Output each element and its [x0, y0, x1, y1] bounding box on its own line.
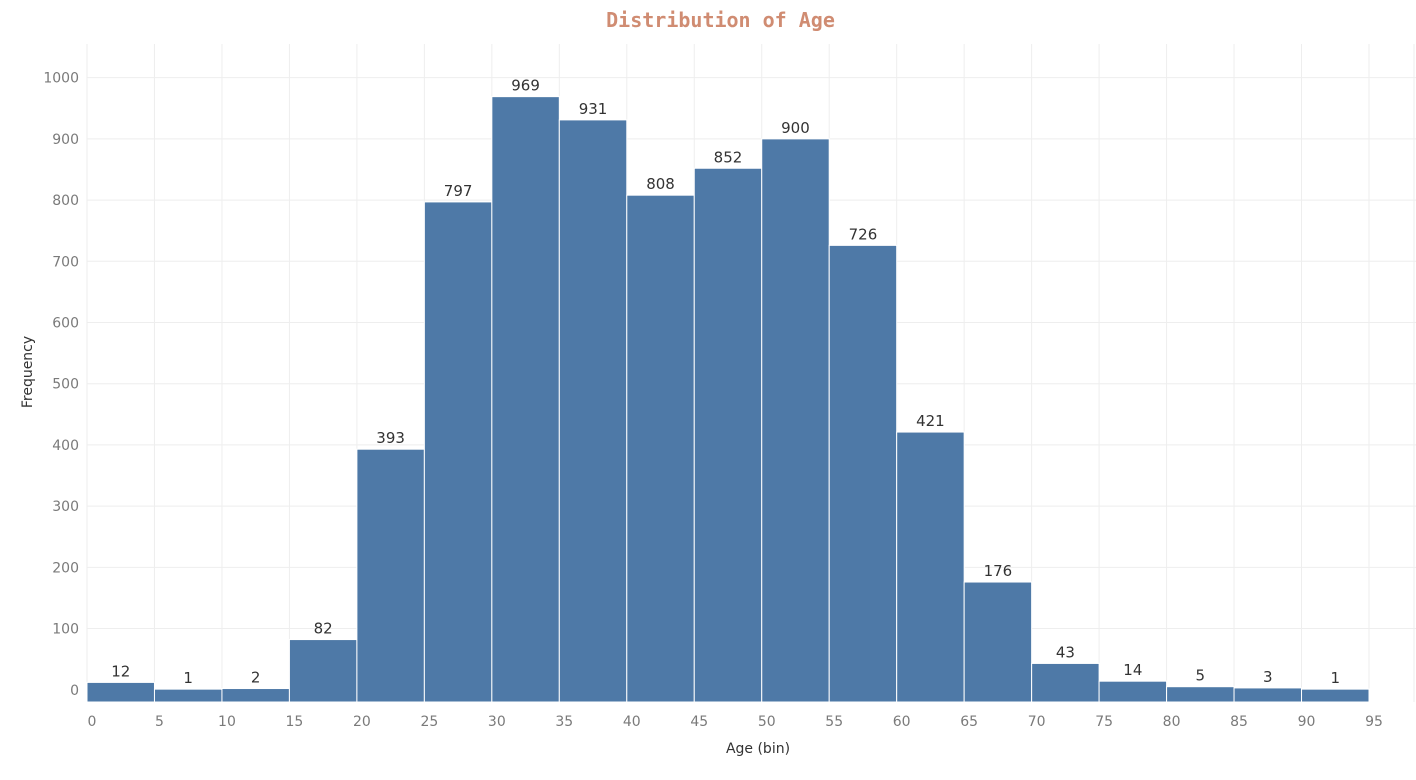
histogram-bar [86, 681, 155, 703]
histogram-bar [1166, 686, 1235, 703]
bar-value-label: 12 [111, 662, 130, 680]
bar-value-label: 2 [251, 669, 261, 687]
bar-value-label: 14 [1123, 661, 1142, 679]
x-tick-label: 95 [1365, 714, 1383, 730]
bars-layer [86, 96, 1370, 703]
bar-value-label: 797 [444, 182, 473, 200]
bar-value-label: 3 [1263, 668, 1273, 686]
bar-value-label: 1 [183, 669, 193, 687]
y-tick-label: 500 [52, 377, 79, 393]
y-tick-label: 1000 [43, 71, 79, 87]
x-tick-label: 85 [1230, 714, 1248, 730]
histogram-bar [1301, 688, 1370, 703]
x-tick-label: 50 [758, 714, 776, 730]
x-tick-label: 80 [1163, 714, 1181, 730]
histogram-bar [491, 96, 560, 703]
histogram-bar [626, 194, 695, 703]
x-tick-label: 40 [623, 714, 641, 730]
x-tick-label: 35 [555, 714, 573, 730]
y-axis-title: Frequency [20, 336, 36, 408]
histogram-bar [963, 581, 1033, 703]
x-axis-ticks: 0 5 10 15 20 25 30 35 40 45 50 55 60 65 70 75 80 85 90 95 [88, 714, 1383, 730]
bar-value-label: 43 [1056, 643, 1075, 661]
histogram-bar [828, 244, 898, 703]
bar-value-label: 82 [314, 620, 333, 638]
bar-value-label: 931 [579, 100, 608, 118]
histogram-bar [221, 688, 290, 703]
chart-title: Distribution of Age [606, 8, 835, 32]
histogram-bar [423, 201, 493, 703]
y-tick-label: 400 [52, 438, 79, 454]
y-tick-label: 800 [52, 193, 79, 209]
histogram-bar [761, 138, 830, 703]
bar-value-label: 969 [511, 77, 540, 95]
x-tick-label: 0 [88, 714, 97, 730]
x-tick-label: 25 [420, 714, 438, 730]
bar-value-label: 1 [1330, 669, 1340, 687]
x-tick-label: 75 [1095, 714, 1113, 730]
bar-value-label: 5 [1196, 667, 1206, 685]
x-tick-label: 70 [1028, 714, 1046, 730]
y-tick-label: 0 [70, 683, 79, 699]
x-tick-label: 15 [286, 714, 304, 730]
x-tick-label: 10 [218, 714, 236, 730]
y-tick-label: 700 [52, 254, 79, 270]
histogram-bar [1233, 687, 1303, 703]
histogram-bar [1031, 662, 1100, 703]
histogram-bar [1098, 680, 1168, 703]
bar-value-label: 176 [984, 562, 1013, 580]
y-tick-label: 600 [52, 316, 79, 332]
histogram-bar [558, 119, 628, 703]
y-tick-label: 900 [52, 132, 79, 148]
x-tick-label: 20 [353, 714, 371, 730]
bar-value-label: 726 [849, 225, 878, 243]
x-tick-label: 60 [893, 714, 911, 730]
histogram-bar [896, 431, 965, 703]
x-tick-label: 30 [488, 714, 506, 730]
bar-value-label: 421 [916, 412, 945, 430]
y-tick-label: 100 [52, 622, 79, 638]
y-axis-ticks: 0 100 200 300 400 500 600 700 800 900 1000 [43, 71, 79, 699]
y-tick-label: 300 [52, 499, 79, 515]
x-tick-label: 90 [1298, 714, 1316, 730]
bar-value-label: 808 [646, 175, 675, 193]
histogram-bar [153, 688, 223, 703]
x-tick-label: 5 [155, 714, 164, 730]
y-tick-label: 200 [52, 560, 79, 576]
x-tick-label: 45 [690, 714, 708, 730]
x-axis-title: Age (bin) [726, 741, 790, 757]
data-labels-layer: 12 1 2823937979699318088529007264211764314… [111, 77, 1340, 688]
bar-value-label: 900 [781, 119, 810, 137]
histogram-bar [356, 448, 425, 703]
histogram-bar [288, 639, 358, 703]
x-tick-label: 55 [825, 714, 843, 730]
x-tick-label: 65 [960, 714, 978, 730]
bar-value-label: 393 [376, 429, 405, 447]
histogram-bar [693, 167, 763, 703]
bar-value-label: 852 [714, 148, 743, 166]
